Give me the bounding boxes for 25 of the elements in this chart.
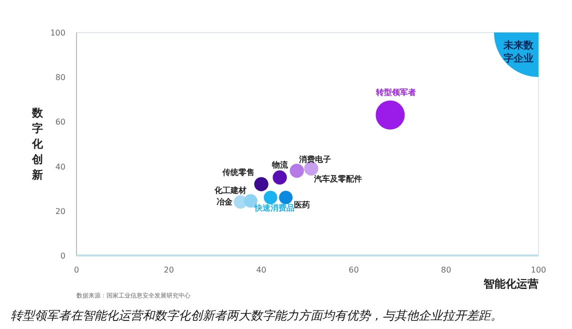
series-label: 传统零售 [221,168,254,178]
text: 转型领军者在智能化运营和数字化创新者两大数字能力方面均有优势，与其他企业拉开差距。 [10,308,502,322]
series-label: 汽车及零配件 [313,174,362,184]
y-tick-label: 20 [55,206,66,216]
x-tick-label: 60 [348,266,359,274]
series-label: 医药 [294,200,310,210]
y-tick-label: 60 [55,118,66,127]
series-label: 快速消费品 [254,204,295,213]
y-tick-label: 80 [55,73,66,82]
y-tick-label: 0 [60,252,66,260]
series-label: 物流 [270,159,289,170]
series-label: 冶金 [216,197,234,206]
x-tick-label: 100 [530,266,546,274]
series-label: 消费电子 [298,154,331,164]
series-label: 化工建材 [214,186,247,195]
y-tick-label: 100 [50,28,66,38]
y-axis-title: 数字化创新 [31,106,44,182]
series-label: 转型领军者 [375,88,416,98]
x-axis-title: 智能化运营 [482,278,538,290]
annotation: 未来数字企业 [502,40,534,65]
x-tick-label: 0 [74,266,80,274]
x-tick-label: 40 [256,266,266,274]
x-tick-label: 20 [164,266,174,274]
x-tick-label: 80 [441,266,452,274]
y-tick-label: 40 [55,162,66,172]
